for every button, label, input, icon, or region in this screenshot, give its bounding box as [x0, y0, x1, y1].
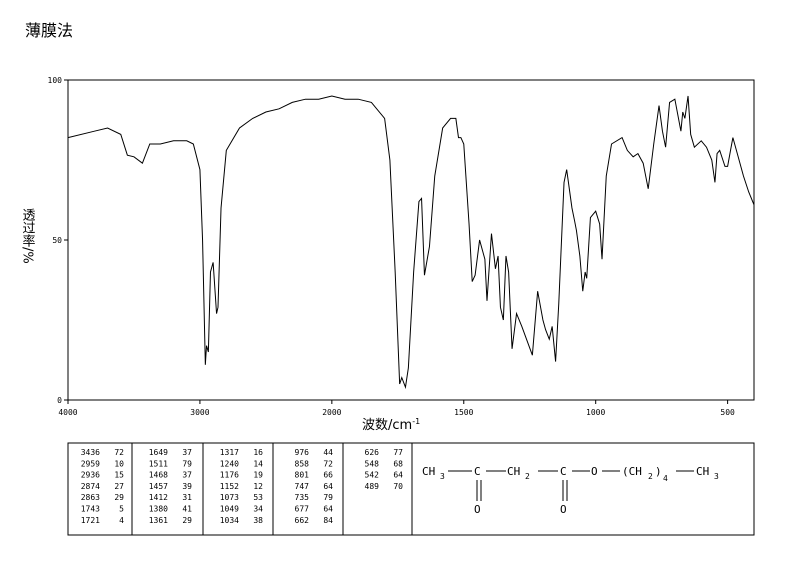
- x-axis-label-exponent: -1: [412, 417, 420, 426]
- peak-transmittance: 84: [323, 516, 333, 525]
- x-tick-label: 1000: [586, 408, 605, 417]
- peak-transmittance: 79: [323, 493, 333, 502]
- peak-wavenumber: 2863: [81, 493, 100, 502]
- peak-wavenumber: 677: [295, 505, 310, 514]
- peak-transmittance: 72: [323, 459, 333, 468]
- peak-wavenumber: 548: [365, 459, 380, 468]
- peak-wavenumber: 3436: [81, 448, 100, 457]
- x-tick-label: 3000: [190, 408, 209, 417]
- structure-atom: CH: [422, 465, 435, 478]
- y-tick-label: 50: [52, 236, 62, 245]
- peak-wavenumber: 858: [295, 459, 310, 468]
- peak-transmittance: 79: [182, 459, 192, 468]
- peak-wavenumber: 1511: [149, 459, 168, 468]
- structure-atom: 4: [663, 474, 668, 483]
- structure-atom: (CH: [622, 465, 642, 478]
- peak-transmittance: 10: [114, 459, 124, 468]
- plot-frame: [67, 79, 755, 401]
- peak-transmittance: 41: [182, 505, 192, 514]
- peak-transmittance: 27: [114, 482, 124, 491]
- peak-wavenumber: 735: [295, 493, 310, 502]
- peak-wavenumber: 1176: [220, 471, 239, 480]
- peak-wavenumber: 1361: [149, 516, 168, 525]
- peak-wavenumber: 1468: [149, 471, 168, 480]
- peak-wavenumber: 747: [295, 482, 310, 491]
- structure-atom: CH: [696, 465, 709, 478]
- peak-wavenumber: 1721: [81, 516, 100, 525]
- peak-transmittance: 12: [253, 482, 263, 491]
- peak-wavenumber: 1073: [220, 493, 239, 502]
- peak-transmittance: 5: [119, 505, 124, 514]
- peak-transmittance: 66: [323, 471, 333, 480]
- peak-transmittance: 44: [323, 448, 333, 457]
- peak-transmittance: 39: [182, 482, 192, 491]
- peak-transmittance: 19: [253, 471, 263, 480]
- peak-transmittance: 4: [119, 516, 124, 525]
- peak-wavenumber: 2959: [81, 459, 100, 468]
- peak-transmittance: 72: [114, 448, 124, 457]
- peak-transmittance: 37: [182, 448, 192, 457]
- peak-transmittance: 68: [393, 459, 403, 468]
- peak-transmittance: 29: [114, 493, 124, 502]
- peak-wavenumber: 1743: [81, 505, 100, 514]
- structure-atom: 2: [525, 472, 530, 481]
- structure-atom: 2: [648, 472, 653, 481]
- y-tick-label: 0: [57, 396, 62, 405]
- peak-transmittance: 38: [253, 516, 263, 525]
- peak-table-frame: [67, 442, 755, 536]
- peak-transmittance: 64: [323, 482, 333, 491]
- structure-bonds: [448, 470, 694, 501]
- peak-transmittance: 64: [393, 471, 403, 480]
- x-tick-label: 4000: [58, 408, 77, 417]
- peak-transmittance: 15: [114, 471, 124, 480]
- y-tick-label: 100: [48, 76, 63, 85]
- x-tick-label: 1500: [454, 408, 473, 417]
- peak-transmittance: 14: [253, 459, 263, 468]
- peak-wavenumber: 1317: [220, 448, 239, 457]
- peak-wavenumber: 626: [365, 448, 380, 457]
- structure-atom: O: [474, 503, 481, 516]
- peak-transmittance: 34: [253, 505, 263, 514]
- x-tick-label: 500: [720, 408, 735, 417]
- peak-wavenumber: 1049: [220, 505, 239, 514]
- peak-transmittance: 70: [393, 482, 403, 491]
- peak-transmittance: 64: [323, 505, 333, 514]
- peak-wavenumber: 1649: [149, 448, 168, 457]
- peak-wavenumber: 976: [295, 448, 310, 457]
- structure-atom: 3: [714, 472, 719, 481]
- peak-transmittance: 29: [182, 516, 192, 525]
- structure-atom: O: [591, 465, 598, 478]
- peak-wavenumber: 1457: [149, 482, 168, 491]
- peak-transmittance: 37: [182, 471, 192, 480]
- y-axis-label: 透过率/%: [20, 208, 36, 264]
- x-axis-label-text: 波数/cm: [362, 418, 412, 433]
- peak-transmittance: 16: [253, 448, 263, 457]
- structure-atom: O: [560, 503, 567, 516]
- structure-atom: C: [560, 465, 567, 478]
- x-tick-label: 2000: [322, 408, 341, 417]
- peak-wavenumber: 1152: [220, 482, 239, 491]
- structure-atom: ): [655, 465, 662, 478]
- peak-wavenumber: 2874: [81, 482, 100, 491]
- x-axis-label: 波数/cm-1: [362, 417, 420, 433]
- peak-transmittance: 31: [182, 493, 192, 502]
- peak-wavenumber: 2936: [81, 471, 100, 480]
- peak-transmittance: 53: [253, 493, 263, 502]
- chart-title: 薄膜法: [25, 21, 73, 40]
- peak-wavenumber: 1380: [149, 505, 168, 514]
- peak-wavenumber: 489: [365, 482, 380, 491]
- peak-wavenumber: 1034: [220, 516, 239, 525]
- structure-atom: C: [474, 465, 481, 478]
- peak-transmittance: 77: [393, 448, 403, 457]
- peak-wavenumber: 1240: [220, 459, 239, 468]
- structure-atom: 3: [440, 472, 445, 481]
- structure-atom: CH: [507, 465, 520, 478]
- peak-wavenumber: 542: [365, 471, 380, 480]
- spectrum-line: [67, 95, 755, 390]
- peak-wavenumber: 801: [295, 471, 310, 480]
- peak-wavenumber: 1412: [149, 493, 168, 502]
- peak-wavenumber: 662: [295, 516, 310, 525]
